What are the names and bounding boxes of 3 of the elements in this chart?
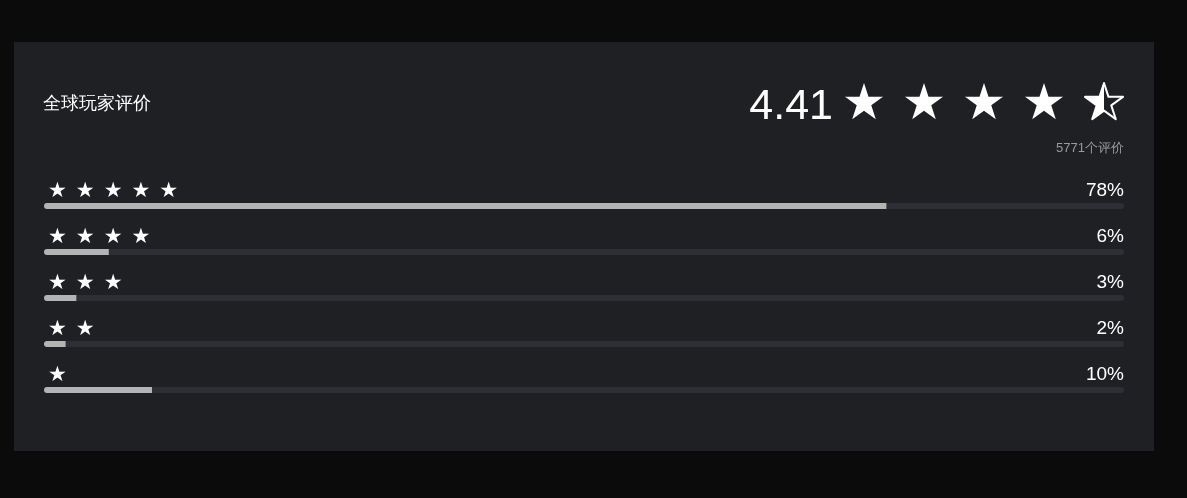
annotation: 4.41 <box>749 80 833 128</box>
annotation: 5771个评价 <box>1056 140 1124 155</box>
title: 全球玩家评价 <box>43 93 151 113</box>
